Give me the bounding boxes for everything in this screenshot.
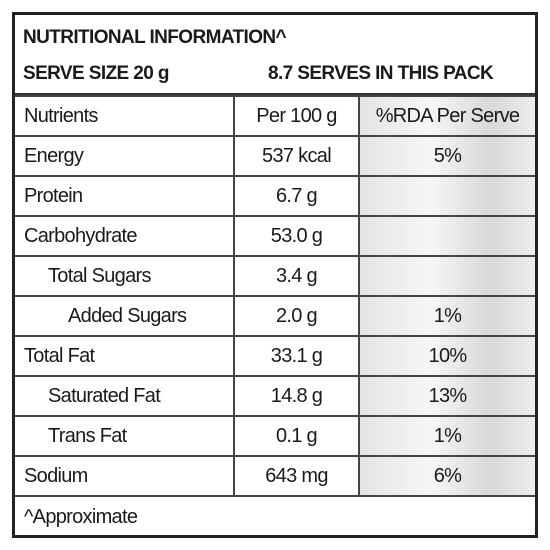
per-100g: 643 mg bbox=[233, 455, 360, 497]
column-header: Nutrients bbox=[15, 95, 235, 137]
nutrient-name: Sodium bbox=[15, 455, 235, 497]
per-100g: 537 kcal bbox=[233, 135, 360, 177]
nutrition-panel: NUTRITIONAL INFORMATION^ SERVE SIZE 20 g… bbox=[12, 12, 538, 538]
rda-per-serve: 10% bbox=[358, 335, 535, 377]
rda-per-serve bbox=[358, 175, 535, 217]
per-100g: 33.1 g bbox=[233, 335, 360, 377]
nutrient-row: Total Sugars 3.4 g bbox=[15, 255, 535, 297]
rda-per-serve bbox=[358, 215, 535, 257]
column-header: Per 100 g bbox=[233, 95, 360, 137]
per-100g: 14.8 g bbox=[233, 375, 360, 417]
rda-per-serve bbox=[358, 255, 535, 297]
nutrient-name: Saturated Fat bbox=[15, 375, 235, 417]
rda-per-serve: 1% bbox=[358, 295, 535, 337]
nutrient-row: Saturated Fat 14.8 g 13% bbox=[15, 375, 535, 417]
per-100g: 6.7 g bbox=[233, 175, 360, 217]
column-header: %RDA Per Serve bbox=[358, 95, 535, 137]
nutrition-table: Nutrients Per 100 g %RDA Per Serve Energy 53… bbox=[15, 95, 535, 537]
per-100g: 53.0 g bbox=[233, 215, 360, 257]
nutrient-row: Protein 6.7 g bbox=[15, 175, 535, 217]
rda-per-serve: 1% bbox=[358, 415, 535, 457]
nutrient-row: Added Sugars 2.0 g 1% bbox=[15, 295, 535, 337]
nutrient-name: Total Sugars bbox=[15, 255, 235, 297]
nutrient-name: Added Sugars bbox=[15, 295, 235, 337]
nutrient-row: Energy 537 kcal 5% bbox=[15, 135, 535, 177]
nutrient-name: Carbohydrate bbox=[15, 215, 235, 257]
rda-per-serve: 6% bbox=[358, 455, 535, 497]
nutrient-row: Trans Fat 0.1 g 1% bbox=[15, 415, 535, 457]
nutrient-name: Total Fat bbox=[15, 335, 235, 377]
nutrient-name: Energy bbox=[15, 135, 235, 177]
nutrient-row: Carbohydrate 53.0 g bbox=[15, 215, 535, 257]
title: NUTRITIONAL INFORMATION^ bbox=[23, 27, 287, 48]
per-100g: 2.0 g bbox=[233, 295, 360, 337]
nutrient-name: Protein bbox=[15, 175, 235, 217]
header-row: Nutrients Per 100 g %RDA Per Serve bbox=[15, 95, 535, 137]
per-100g: 0.1 g bbox=[233, 415, 360, 457]
rda-per-serve: 5% bbox=[358, 135, 535, 177]
serve-size: SERVE SIZE 20 g bbox=[23, 63, 169, 84]
nutrient-row: Total Fat 33.1 g 10% bbox=[15, 335, 535, 377]
nutrient-row: Sodium 643 mg 6% bbox=[15, 455, 535, 497]
panel-header: NUTRITIONAL INFORMATION^ SERVE SIZE 20 g… bbox=[15, 15, 535, 95]
per-100g: 3.4 g bbox=[233, 255, 360, 297]
footnote-row: ^Approximate bbox=[15, 495, 535, 537]
nutrient-name: Trans Fat bbox=[15, 415, 235, 457]
rda-per-serve: 13% bbox=[358, 375, 535, 417]
footnote: ^Approximate bbox=[15, 495, 535, 537]
serves-per-pack: 8.7 SERVES IN THIS PACK bbox=[268, 63, 494, 84]
